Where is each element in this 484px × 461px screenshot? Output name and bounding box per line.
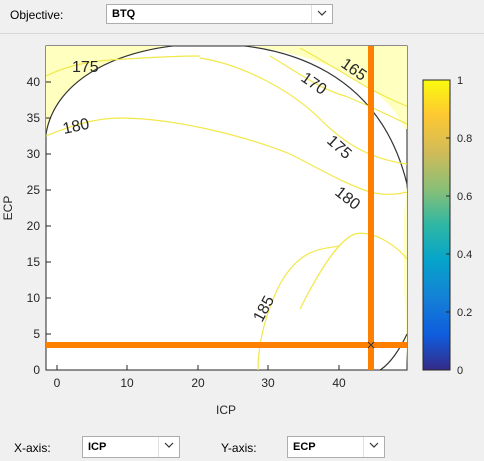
- y-axis-title: ECP: [1, 196, 15, 221]
- y-axis-select[interactable]: ECP: [287, 436, 385, 458]
- toolbar-separator: [0, 33, 484, 34]
- crosshair[interactable]: [46, 46, 407, 370]
- colorbar-tick-label: 0.4: [457, 249, 472, 261]
- y-axis-dropdown-button[interactable]: [363, 437, 384, 457]
- contour-line-175-top: [46, 55, 201, 77]
- y-tick-label: 40: [27, 75, 41, 89]
- y-tick-label: 0: [33, 363, 40, 377]
- boundary-line-corner: [379, 333, 407, 370]
- objective-select[interactable]: BTQ: [106, 4, 333, 24]
- x-tick-label: 30: [261, 376, 275, 390]
- colorbar: [422, 79, 451, 371]
- contour-line-180: [46, 117, 407, 195]
- x-tick-label: 10: [120, 376, 134, 390]
- contour-line-180-right: [299, 232, 407, 310]
- y-tick-label: 30: [27, 147, 41, 161]
- x-axis-value: ICP: [88, 441, 107, 453]
- y-tick-label: 20: [27, 219, 41, 233]
- x-tick-label: 40: [332, 376, 346, 390]
- chevron-down-icon: [164, 442, 174, 448]
- x-axis-dropdown-button[interactable]: [158, 437, 179, 457]
- objective-dropdown-button[interactable]: [311, 5, 332, 23]
- x-axis-title: ICP: [216, 403, 236, 417]
- objective-label: Objective:: [10, 8, 64, 22]
- colorbar-tick-label: 0.8: [457, 133, 472, 145]
- chevron-down-icon: [317, 10, 327, 16]
- chevron-down-icon: [369, 442, 379, 448]
- plot-area: [45, 45, 408, 371]
- contour-line-175: [199, 57, 407, 165]
- colorbar-tick-label: 0.2: [457, 307, 472, 319]
- y-tick-label: 35: [27, 111, 41, 125]
- x-tick-label: 0: [54, 376, 61, 390]
- contour-plot[interactable]: 175 180 170 165 175 180 185 0 10 20 30 4…: [0, 34, 484, 424]
- colorbar-tick-label: 1: [457, 75, 463, 87]
- y-tick-label: 15: [27, 255, 41, 269]
- y-axis-value: ECP: [293, 441, 316, 453]
- y-tick-label: 5: [33, 327, 40, 341]
- colorbar-tick-label: 0.6: [457, 191, 472, 203]
- contour-line-170: [269, 55, 407, 125]
- x-axis-select[interactable]: ICP: [82, 436, 180, 458]
- colorbar-tick-label: 0: [457, 365, 463, 377]
- x-axis-label: X-axis:: [14, 441, 51, 455]
- y-tick-label: 10: [27, 291, 41, 305]
- y-tick-label: 25: [27, 183, 41, 197]
- contour-label: 175: [72, 59, 99, 76]
- y-axis-label: Y-axis:: [221, 441, 257, 455]
- objective-value: BTQ: [112, 8, 136, 20]
- x-tick-label: 20: [191, 376, 205, 390]
- contour-label: 180: [61, 116, 91, 138]
- x-marker-icon[interactable]: [367, 341, 375, 349]
